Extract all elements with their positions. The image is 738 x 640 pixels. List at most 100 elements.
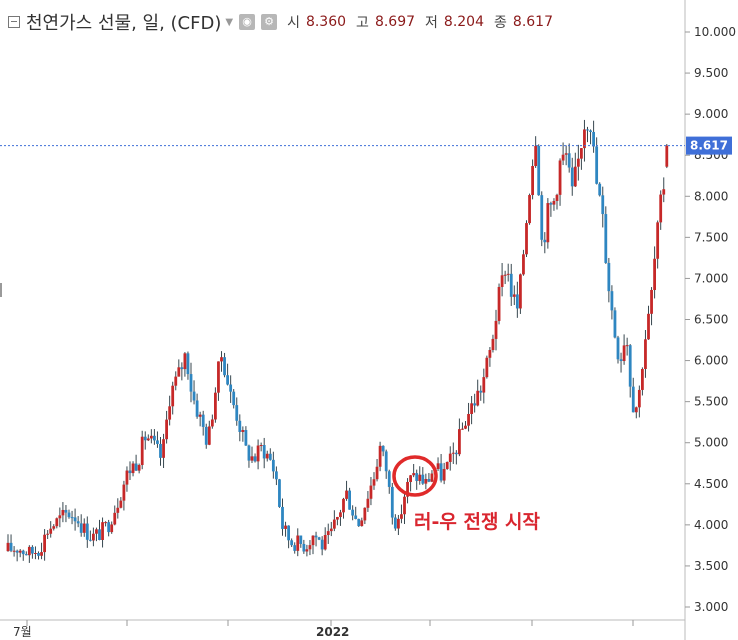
high-label: 고	[356, 15, 369, 31]
candle-up	[485, 357, 489, 378]
chart-title: 천연가스 선물, 일, (CFD)	[26, 13, 222, 34]
candle-up	[412, 473, 416, 476]
candle-down	[128, 470, 132, 474]
candle-up	[165, 419, 168, 440]
dropdown-caret-icon[interactable]: ▼	[225, 16, 234, 28]
candle-down	[595, 146, 599, 184]
candle-down	[271, 459, 275, 472]
candle-up	[146, 438, 150, 441]
candlestick-series	[6, 119, 669, 563]
y-tick-label: 4.000	[694, 518, 728, 532]
candle-down	[107, 522, 111, 533]
candle-down	[601, 195, 605, 215]
candle-up	[311, 535, 315, 546]
candle-up	[162, 439, 165, 458]
open-value: 8.360	[305, 14, 347, 30]
candle-up	[622, 345, 626, 362]
candle-up	[546, 203, 550, 243]
candle-up	[522, 254, 525, 275]
collapse-icon[interactable]	[8, 16, 20, 28]
y-tick-label: 9.500	[694, 66, 728, 80]
candle-up	[82, 523, 86, 533]
y-tick-label: 7.000	[694, 271, 728, 285]
candle-up	[58, 515, 62, 519]
candle-down	[598, 183, 602, 196]
candle-up	[558, 160, 562, 195]
candle-up	[119, 500, 123, 508]
candle-up	[61, 509, 65, 516]
last-price-badge: 8.617	[686, 136, 732, 155]
candle-down	[314, 535, 318, 538]
candle-down	[515, 294, 519, 309]
candle-down	[604, 214, 608, 263]
candle-up	[339, 512, 342, 518]
candle-up	[512, 294, 516, 297]
candle-down	[247, 445, 251, 461]
candle-up	[305, 549, 309, 552]
last-price-badge-bg	[686, 136, 732, 155]
candle-down	[619, 359, 623, 362]
candle-down	[195, 400, 199, 417]
candle-down	[9, 542, 13, 551]
candle-down	[390, 486, 394, 518]
candle-down	[192, 391, 196, 401]
candle-up	[552, 200, 556, 205]
candle-down	[201, 414, 205, 427]
candle-up	[576, 158, 580, 167]
candle-up	[116, 507, 120, 513]
candle-up	[323, 535, 327, 550]
candle-up	[92, 533, 95, 541]
candle-down	[37, 552, 40, 556]
candle-down	[549, 203, 553, 205]
candle-up	[326, 531, 330, 536]
candle-down	[570, 167, 574, 187]
candle-down	[275, 471, 278, 480]
candle-up	[625, 345, 629, 347]
candle-up	[12, 550, 16, 552]
visibility-eye-icon[interactable]: ◉	[239, 14, 256, 30]
x-axis[interactable]: 7월 2022	[13, 620, 634, 639]
y-axis[interactable]: 10.0009.5009.0008.5008.0007.5007.0006.50…	[685, 25, 736, 614]
candle-up	[265, 453, 269, 459]
candle-down	[387, 471, 391, 487]
chart-header: 천연가스 선물, 일, (CFD) ▼ ◉ ⚙ 시 8.360 고 8.697 …	[8, 8, 553, 36]
candle-down	[226, 375, 229, 385]
open-label: 시	[287, 15, 300, 31]
settings-gear-icon[interactable]: ⚙	[261, 14, 278, 30]
y-tick-label: 4.500	[694, 477, 728, 491]
candle-down	[421, 474, 425, 484]
candle-down	[159, 443, 162, 458]
candle-up	[531, 166, 534, 196]
candle-down	[607, 262, 611, 292]
candle-down	[235, 405, 239, 421]
candle-up	[406, 481, 409, 497]
candle-down	[610, 291, 614, 311]
candle-up	[174, 376, 178, 386]
candle-up	[525, 223, 528, 255]
candle-down	[244, 430, 248, 446]
annotation-circle	[392, 455, 438, 497]
candle-up	[650, 289, 653, 314]
candle-down	[586, 129, 589, 131]
candle-up	[634, 407, 638, 413]
candle-up	[122, 484, 126, 501]
candle-up	[488, 350, 492, 358]
candle-down	[592, 131, 595, 147]
candle-up	[140, 436, 144, 466]
candle-up	[436, 463, 440, 469]
y-tick-label: 5.500	[694, 395, 728, 409]
candle-up	[397, 518, 400, 529]
x-tick-label: 7월	[13, 625, 32, 639]
candle-down	[232, 391, 236, 406]
candle-up	[653, 258, 656, 290]
candle-down	[540, 195, 544, 240]
candle-up	[366, 498, 370, 508]
candle-up	[360, 520, 364, 527]
candle-down	[543, 239, 547, 243]
candle-up	[6, 542, 10, 552]
candle-up	[400, 514, 403, 519]
candle-down	[15, 550, 19, 553]
candle-down	[384, 451, 388, 472]
candle-up	[40, 552, 43, 556]
